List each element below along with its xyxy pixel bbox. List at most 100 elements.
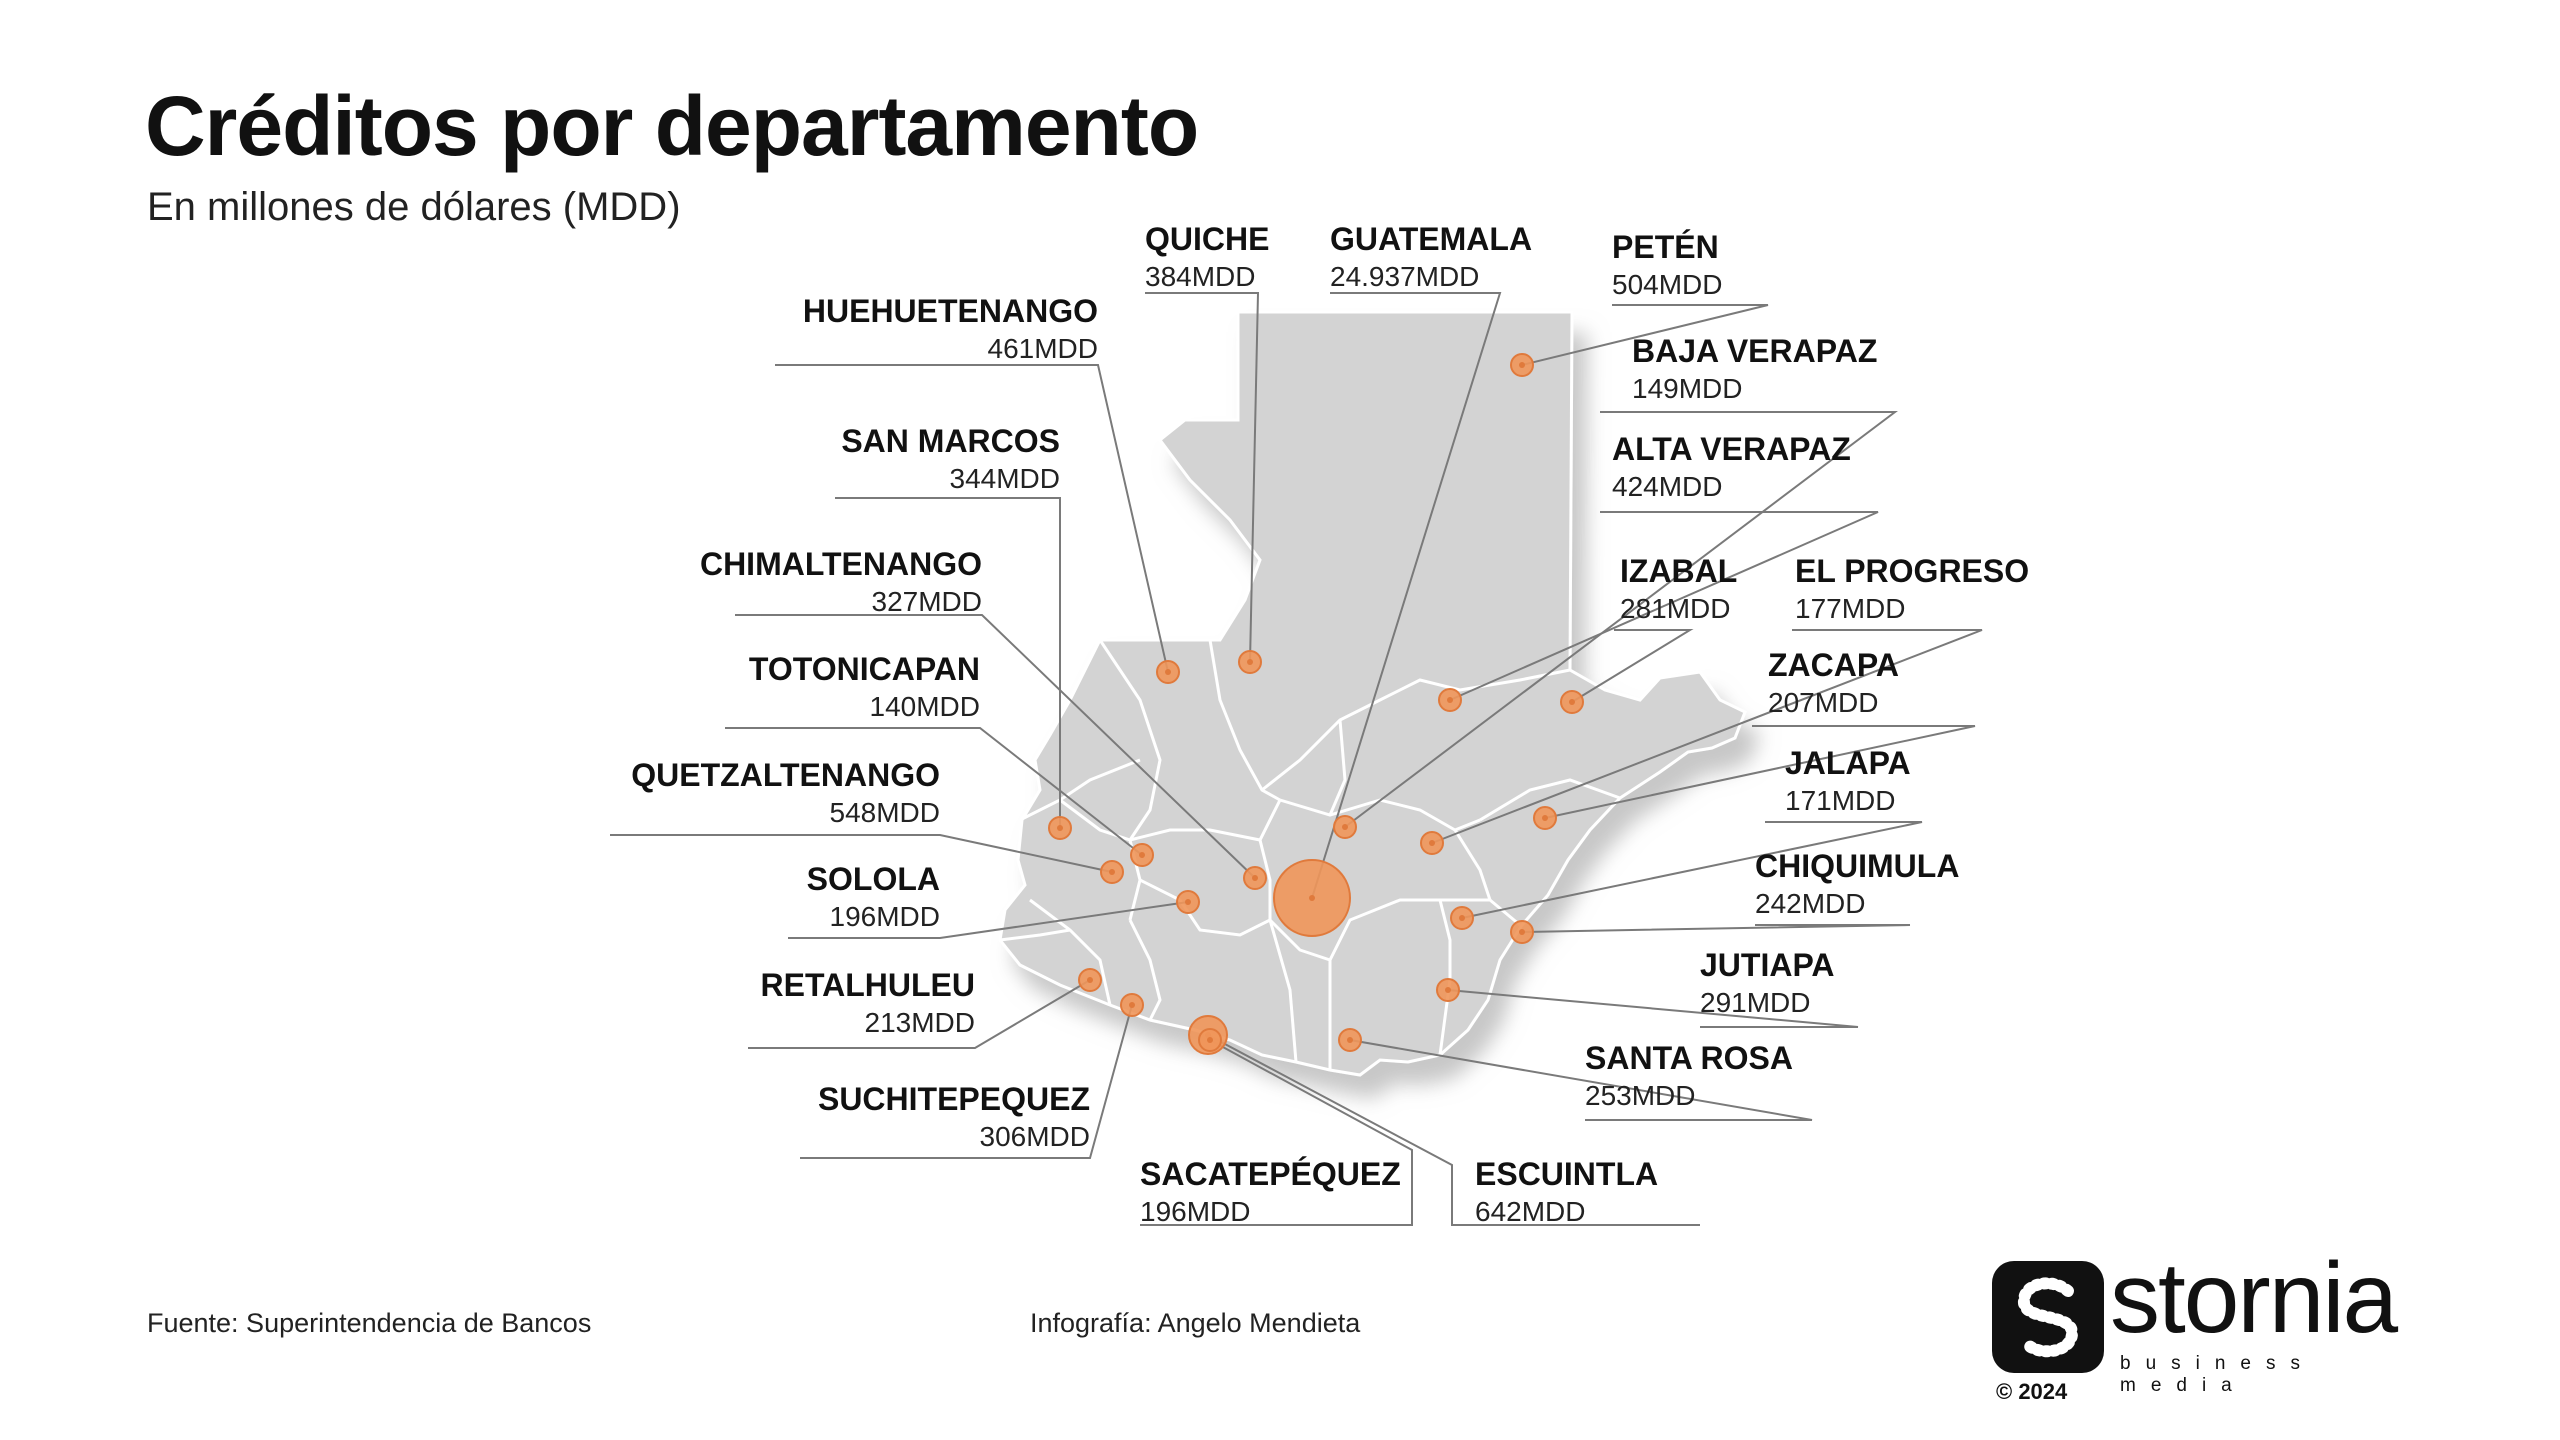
marker-center-baja-verapaz [1342,824,1348,830]
leader-line-chimaltenango [735,614,1256,879]
marker-center-guatemala [1309,895,1315,901]
label-name-izabal: IZABAL [1620,553,1737,589]
leader-line-santa-rosa [1349,1039,1813,1121]
label-value-baja-verapaz: 149MDD [1632,373,1742,404]
label-name-baja-verapaz: BAJA VERAPAZ [1632,333,1877,369]
label-value-izabal: 281MDD [1620,593,1730,624]
label-name-zacapa: ZACAPA [1768,647,1899,683]
label-name-jalapa: JALAPA [1785,745,1911,781]
department-labels: HUEHUETENANGO 461MDD QUICHE 384MDD GUATEMALA… [631,221,2029,1227]
label-name-san-marcos: SAN MARCOS [841,423,1060,459]
leader-line-sacatepequez [1140,1039,1413,1226]
label-name-huehuetenango: HUEHUETENANGO [803,293,1098,329]
logo-wordmark: stornia [2110,1242,2398,1354]
marker-center-san-marcos [1057,825,1063,831]
label-name-quetzaltenango: QUETZALTENANGO [631,757,940,793]
marker-center-el-progreso [1429,840,1435,846]
department-borders [999,639,1621,1070]
label-value-guatemala: 24.937MDD [1330,261,1479,292]
logo-mark-icon [1992,1261,2104,1373]
label-value-chimaltenango: 327MDD [872,586,982,617]
leader-line-baja-verapaz [1344,411,1898,828]
source-note: Fuente: Superintendencia de Bancos [147,1308,592,1338]
marker-center-chiquimula [1519,929,1525,935]
page-title: Créditos por departamento [145,79,1199,173]
marker-center-chimaltenango [1252,875,1258,881]
label-name-santa-rosa: SANTA ROSA [1585,1040,1793,1076]
copyright: © 2024 [1996,1379,2068,1404]
label-name-escuintla: ESCUINTLA [1475,1156,1658,1192]
leader-line-totonicapan [725,727,1143,856]
label-value-quetzaltenango: 548MDD [830,797,940,828]
label-value-retalhuleu: 213MDD [865,1007,975,1038]
marker-center-solola [1185,899,1191,905]
label-value-solola: 196MDD [830,901,940,932]
marker-center-huehuetenango [1165,669,1171,675]
label-value-totonicapan: 140MDD [870,691,980,722]
label-name-peten: PETÉN [1612,229,1719,265]
label-value-suchitepequez: 306MDD [980,1121,1090,1152]
leader-line-jutiapa [1447,989,1859,1028]
label-name-chimaltenango: CHIMALTENANGO [700,546,982,582]
label-value-escuintla: 642MDD [1475,1196,1585,1227]
leader-line-quetzaltenango [610,834,1113,873]
stornia-logo: stornia business media © 2024 [1992,1242,2432,1404]
label-value-zacapa: 207MDD [1768,687,1878,718]
label-value-peten: 504MDD [1612,269,1722,300]
marker-center-santa-rosa [1347,1037,1353,1043]
marker-center-totonicapan [1139,852,1145,858]
marker-center-quetzaltenango [1109,869,1115,875]
leader-line-huehuetenango [775,364,1169,673]
label-value-sacatepequez: 196MDD [1140,1196,1250,1227]
leader-line-san-marcos [835,497,1061,828]
page-subtitle: En millones de dólares (MDD) [147,185,681,229]
logo-tagline: business media [2120,1353,2315,1396]
leader-line-chiquimula [1521,924,1911,933]
leader-line-izabal [1571,629,1694,703]
leader-line-alta-verapaz [1449,511,1879,701]
infographic-credit: Infografía: Angelo Mendieta [1030,1308,1361,1338]
label-value-santa-rosa: 253MDD [1585,1080,1695,1111]
label-name-totonicapan: TOTONICAPAN [749,651,980,687]
label-value-chiquimula: 242MDD [1755,888,1865,919]
label-value-jalapa: 171MDD [1785,785,1895,816]
marker-center-peten [1519,362,1525,368]
leader-line-quiche [1145,292,1260,663]
label-name-jutiapa: JUTIAPA [1700,947,1835,983]
marker-center-jutiapa [1445,987,1451,993]
value-markers [1048,353,1584,1055]
leader-line-escuintla [1207,1034,1700,1226]
leader-line-el-progreso [1431,629,1983,844]
label-name-alta-verapaz: ALTA VERAPAZ [1612,431,1851,467]
leader-line-peten [1521,304,1769,366]
label-name-solola: SOLOLA [807,861,940,897]
marker-center-retalhuleu [1087,977,1093,983]
leader-line-suchitepequez [800,1004,1133,1159]
label-name-guatemala: GUATEMALA [1330,221,1532,257]
leader-line-zacapa [1544,725,1976,819]
marker-center-zacapa [1542,815,1548,821]
leader-line-jalapa [1461,821,1923,919]
marker-center-alta-verapaz [1447,697,1453,703]
leader-line-retalhuleu [748,979,1091,1049]
label-value-jutiapa: 291MDD [1700,987,1810,1018]
label-value-san-marcos: 344MDD [950,463,1060,494]
label-value-alta-verapaz: 424MDD [1612,471,1722,502]
leader-lines [610,292,1983,1226]
label-name-el-progreso: EL PROGRESO [1795,553,2029,589]
label-value-el-progreso: 177MDD [1795,593,1905,624]
label-value-quiche: 384MDD [1145,261,1255,292]
label-name-suchitepequez: SUCHITEPEQUEZ [818,1081,1090,1117]
marker-center-izabal [1569,699,1575,705]
marker-center-suchitepequez [1129,1002,1135,1008]
marker-center-quiche [1247,659,1253,665]
label-name-sacatepequez: SACATEPÉQUEZ [1140,1156,1401,1192]
label-value-huehuetenango: 461MDD [988,333,1098,364]
label-name-chiquimula: CHIQUIMULA [1755,848,1959,884]
leader-line-solola [788,901,1189,939]
leader-line-guatemala [1311,292,1502,899]
label-name-quiche: QUICHE [1145,221,1269,257]
label-name-retalhuleu: RETALHULEU [761,967,976,1003]
marker-center-jalapa [1459,915,1465,921]
